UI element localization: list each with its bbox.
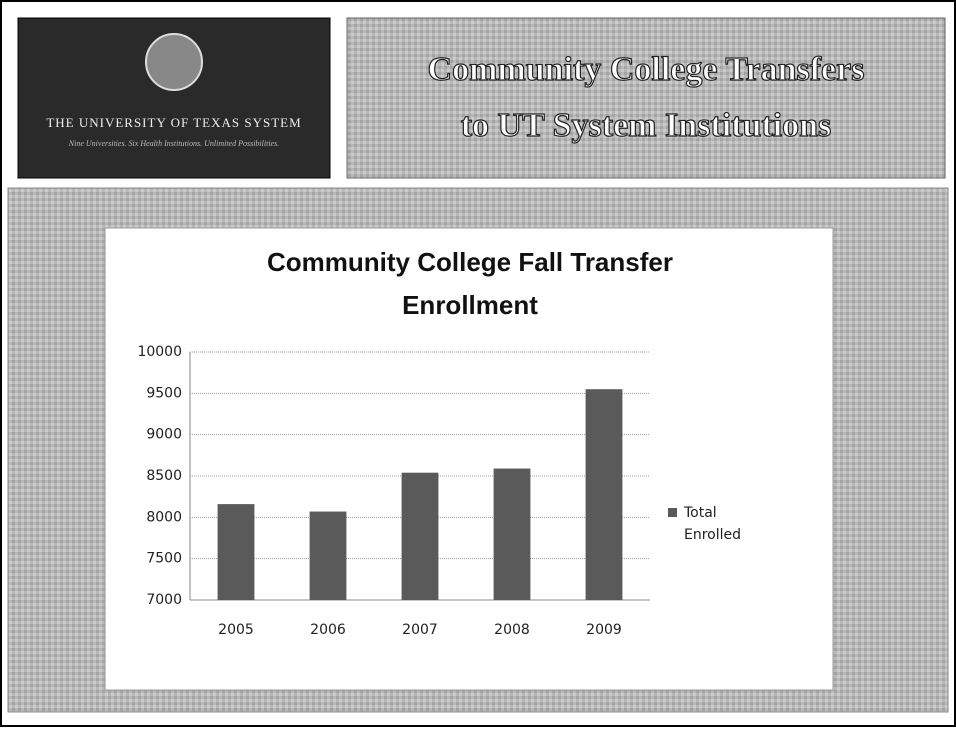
logo-subtitle: Nine Universities. Six Health Institutio… (68, 139, 279, 148)
y-tick-label: 8500 (146, 468, 182, 484)
bar (401, 472, 439, 600)
legend-label: Total Enrolled (683, 505, 741, 543)
x-tick-label: 2009 (586, 622, 622, 638)
chart-title: Community College Fall Transfer (267, 247, 673, 277)
y-tick-label: 9500 (146, 385, 182, 401)
title-box (346, 17, 946, 179)
y-tick-label: 7000 (146, 592, 182, 608)
slide-title: Community College Transfers (428, 51, 865, 88)
legend-label-line: Total (683, 505, 717, 521)
x-tick-label: 2007 (402, 622, 438, 638)
bar (493, 468, 531, 600)
bar (309, 511, 347, 600)
bar (585, 389, 623, 600)
chart-area (104, 227, 834, 691)
y-tick-label: 10000 (137, 344, 182, 360)
x-tick-label: 2008 (494, 622, 530, 638)
x-tick-label: 2005 (218, 622, 254, 638)
y-tick-label: 7500 (146, 551, 182, 567)
y-tick-label: 9000 (146, 427, 182, 443)
logo-title: The University of Texas System (46, 115, 301, 130)
legend-swatch (668, 508, 677, 517)
y-tick-label: 8000 (146, 509, 182, 525)
x-tick-label: 2006 (310, 622, 346, 638)
slide-title: to UT System Institutions (461, 107, 832, 144)
bar (217, 504, 255, 600)
chart-title: Enrollment (402, 290, 538, 320)
logo-seal (145, 33, 203, 91)
legend-label-line: Enrolled (684, 527, 741, 543)
